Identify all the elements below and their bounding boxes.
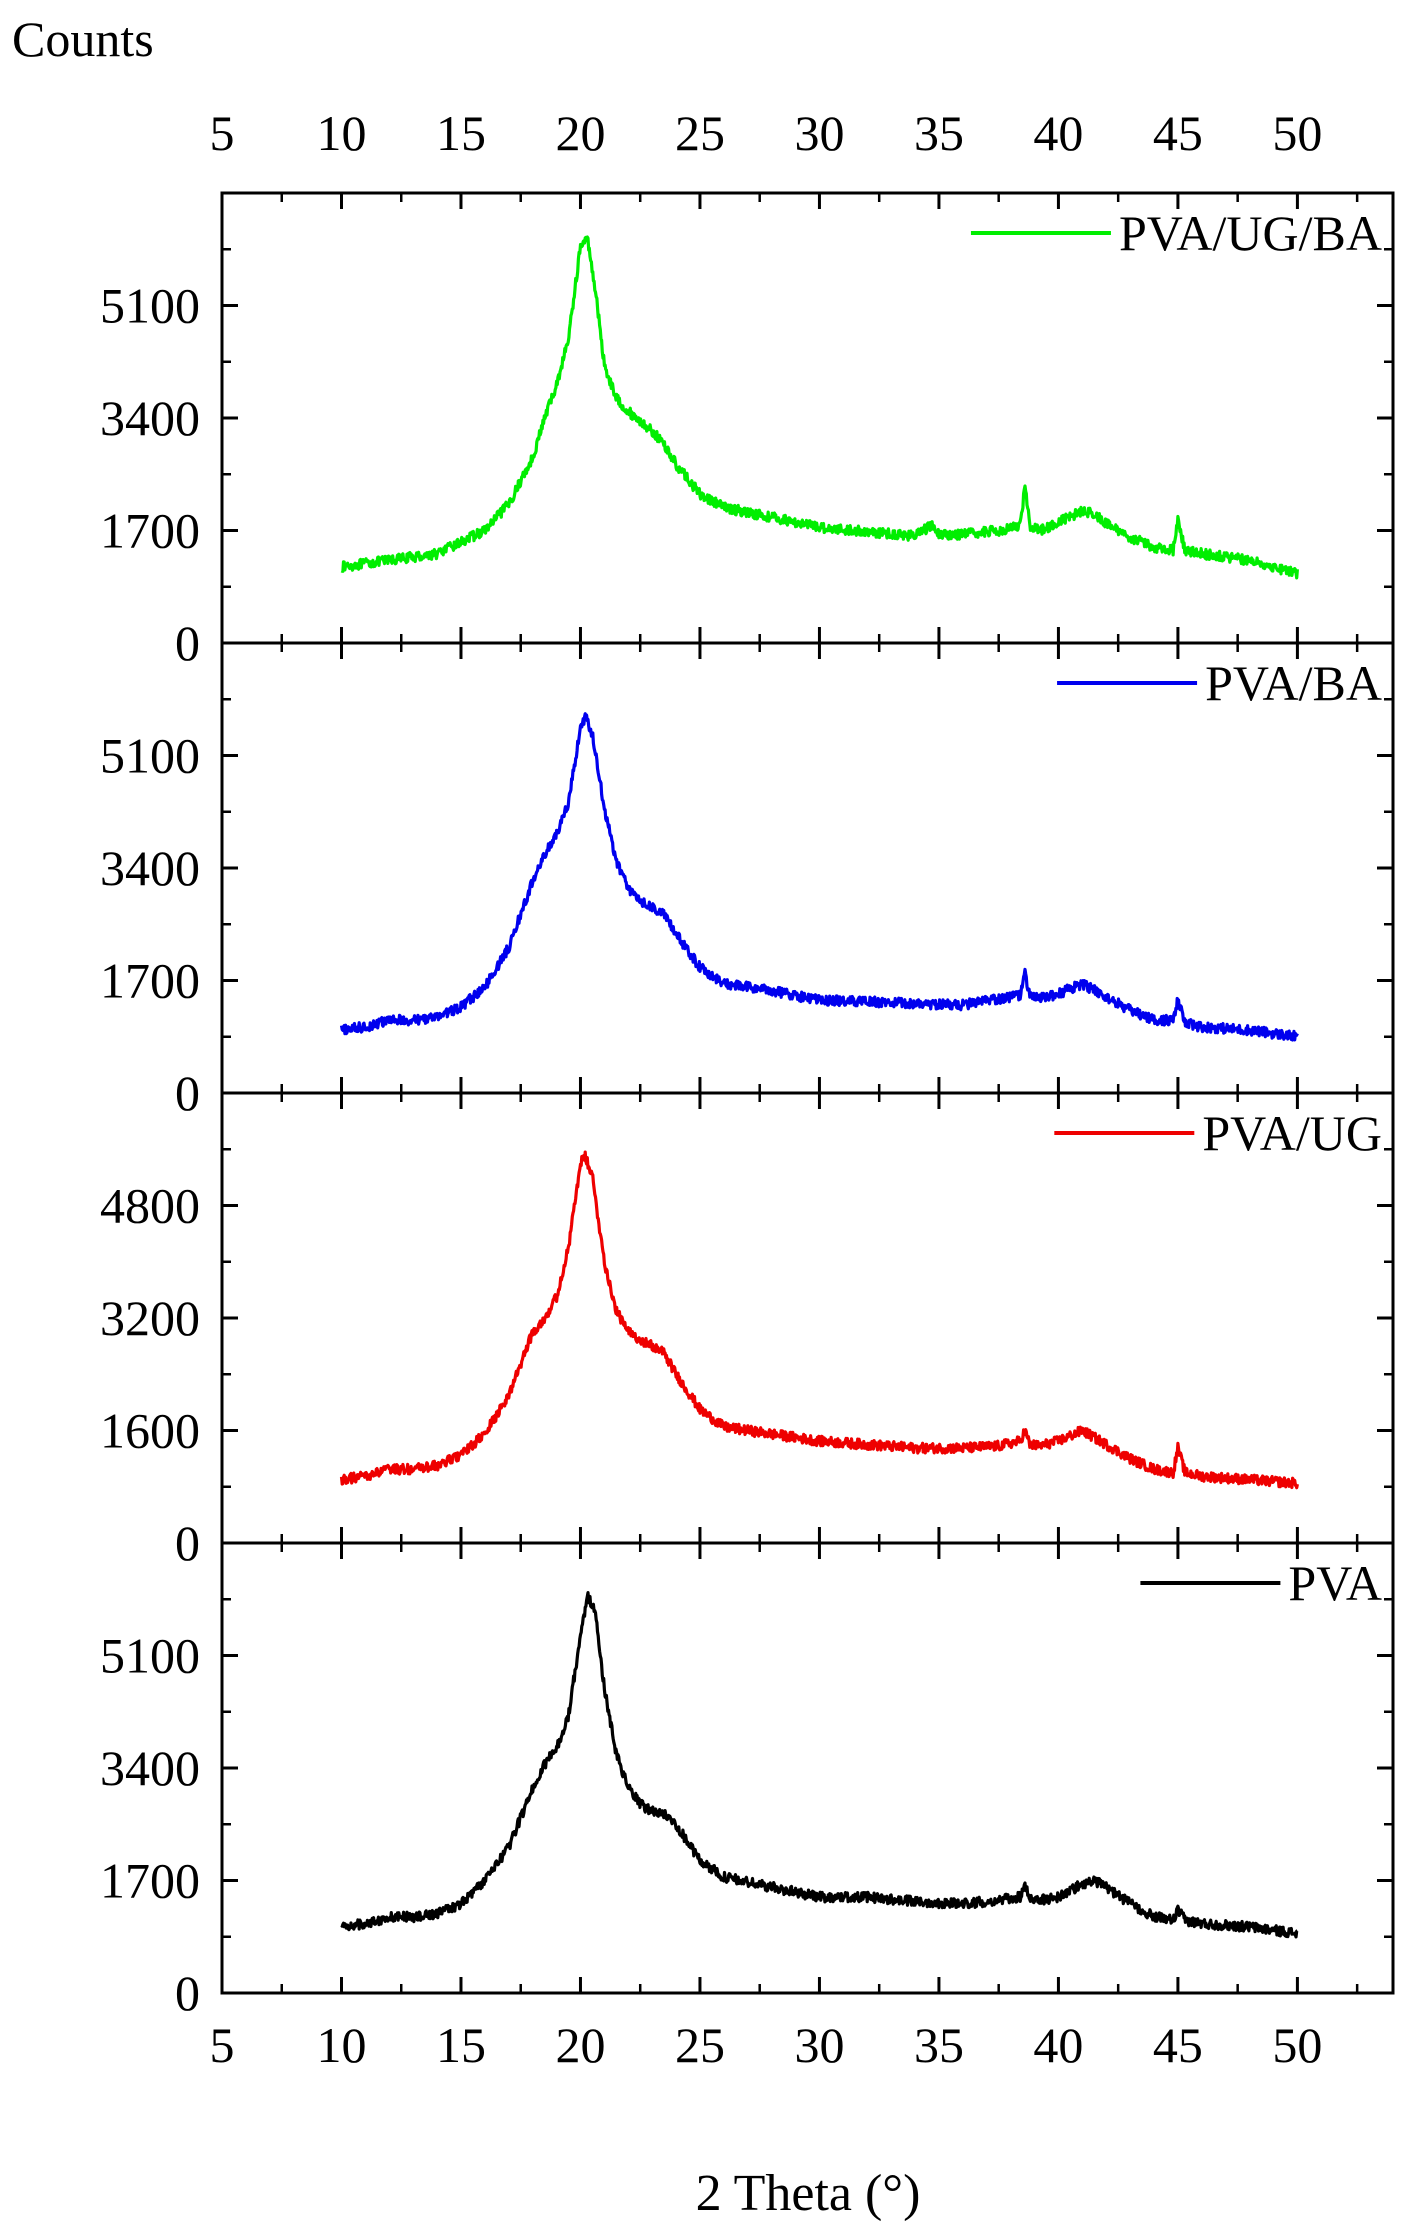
x-tick-label-bottom: 20 xyxy=(555,2017,605,2073)
x-tick-label-top: 10 xyxy=(316,105,366,161)
y-tick-label: 0 xyxy=(175,1965,200,2021)
y-tick-label: 3400 xyxy=(100,840,200,896)
x-tick-label-bottom: 5 xyxy=(210,2017,235,2073)
x-tick-label-top: 25 xyxy=(675,105,725,161)
y-tick-label: 5100 xyxy=(100,1628,200,1684)
x-tick-label-bottom: 35 xyxy=(914,2017,964,2073)
panel-pva: 0 1700 3400 5100 PVA xyxy=(100,1541,1395,2021)
x-tick-label-bottom: 45 xyxy=(1153,2017,1203,2073)
y-tick-label: 0 xyxy=(175,1515,200,1571)
x-axis-title: 2 Theta (°) xyxy=(696,2165,921,2222)
x-tick-label-bottom: 40 xyxy=(1033,2017,1083,2073)
x-tick-label-bottom: 15 xyxy=(436,2017,486,2073)
series-line xyxy=(340,1591,1299,1939)
x-tick-label-bottom: 10 xyxy=(316,2017,366,2073)
y-tick-label: 0 xyxy=(175,615,200,671)
bottom-x-tick-labels: 5 10 15 20 25 30 35 40 45 50 xyxy=(210,2017,1323,2073)
y-tick-label: 5100 xyxy=(100,728,200,784)
y-tick-label: 3400 xyxy=(100,390,200,446)
legend-label: PVA/BA xyxy=(1205,655,1382,711)
series-line xyxy=(339,1150,1299,1490)
y-tick-label: 1600 xyxy=(100,1403,200,1459)
y-tick-label: 1700 xyxy=(100,503,200,559)
x-tick-label-bottom: 30 xyxy=(794,2017,844,2073)
x-tick-label-top: 45 xyxy=(1153,105,1203,161)
y-tick-label: 1700 xyxy=(100,1853,200,1909)
x-tick-label-bottom: 50 xyxy=(1272,2017,1322,2073)
x-tick-label-top: 50 xyxy=(1272,105,1322,161)
y-tick-label: 3400 xyxy=(100,1740,200,1796)
panel-pva-ug-ba: 0 1700 3400 5100 PVA/UG/BA xyxy=(100,191,1395,671)
series-line xyxy=(340,235,1299,580)
x-tick-label-top: 20 xyxy=(555,105,605,161)
y-tick-label: 3200 xyxy=(100,1290,200,1346)
panel-pva-ug: 0 1600 3200 4800 PVA/UG xyxy=(100,1091,1395,1571)
panel-pva-ba: 0 1700 3400 5100 PVA/BA xyxy=(100,641,1395,1121)
x-tick-label-top: 40 xyxy=(1033,105,1083,161)
chart-panels: 0 1700 3400 5100 PVA/UG/BA 0 1700 3400 5100 PVA/B… xyxy=(100,191,1395,2021)
counts-axis-title: Counts xyxy=(12,11,154,67)
legend-label: PVA xyxy=(1288,1555,1382,1611)
legend-label: PVA/UG xyxy=(1202,1105,1382,1161)
y-tick-label: 0 xyxy=(175,1065,200,1121)
x-tick-label-top: 30 xyxy=(794,105,844,161)
x-tick-label-top: 35 xyxy=(914,105,964,161)
y-tick-label: 5100 xyxy=(100,278,200,334)
series-line xyxy=(339,712,1299,1042)
x-tick-label-top: 15 xyxy=(436,105,486,161)
x-tick-label-top: 5 xyxy=(210,105,235,161)
y-tick-label: 1700 xyxy=(100,953,200,1009)
y-tick-label: 4800 xyxy=(100,1178,200,1234)
top-x-tick-labels: 5 10 15 20 25 30 35 40 45 50 xyxy=(210,105,1323,161)
x-tick-label-bottom: 25 xyxy=(675,2017,725,2073)
legend-label: PVA/UG/BA xyxy=(1119,205,1382,261)
